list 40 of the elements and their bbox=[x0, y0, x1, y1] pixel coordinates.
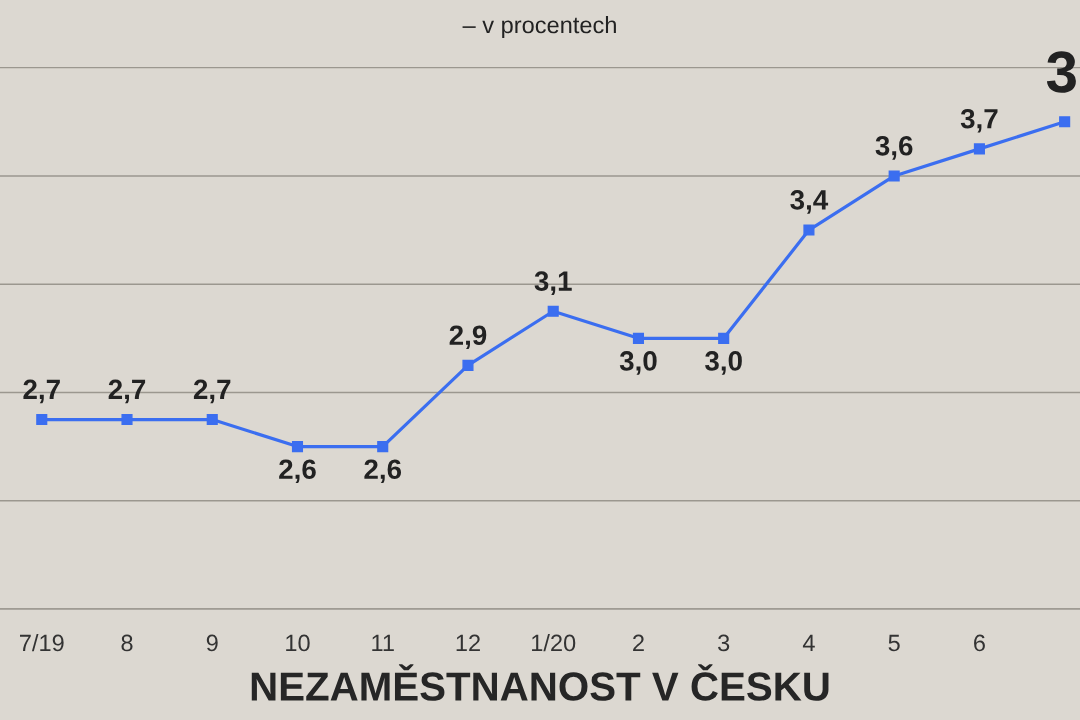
text: NEZAMĚSTNANOST V ČESKU bbox=[251, 664, 829, 701]
x-tick-label: 1/20 bbox=[532, 634, 576, 652]
x-tick-label: 5 bbox=[888, 634, 900, 652]
point bbox=[973, 143, 985, 155]
x-tick-label: 10 bbox=[286, 634, 310, 652]
point bbox=[36, 413, 48, 426]
data-label: 3,0 bbox=[705, 351, 742, 375]
x-tick-label: 2 bbox=[633, 634, 644, 652]
point bbox=[462, 359, 474, 371]
data-label: 2,7 bbox=[108, 379, 146, 404]
point bbox=[377, 441, 389, 453]
data-label: 3,6 bbox=[875, 135, 913, 160]
annotation: 3 bbox=[1046, 51, 1076, 93]
text: – v procentech bbox=[462, 16, 616, 38]
x-tick-label: 12 bbox=[456, 634, 480, 652]
data-label: 2,6 bbox=[364, 459, 402, 484]
point bbox=[632, 332, 645, 344]
data-label: 3,0 bbox=[619, 351, 657, 375]
point bbox=[1059, 116, 1071, 128]
x-tick-label: 9 bbox=[206, 634, 218, 652]
point bbox=[718, 332, 730, 344]
x-tick-label: 8 bbox=[121, 634, 133, 652]
x-tick-label: 6 bbox=[974, 634, 985, 652]
point bbox=[291, 441, 304, 453]
point bbox=[803, 224, 815, 236]
data-label: 3,1 bbox=[534, 271, 572, 295]
point bbox=[121, 413, 133, 426]
x-tick-label: 11 bbox=[372, 634, 394, 652]
x-tick-label: 3 bbox=[718, 634, 730, 652]
x-tick-label: 7/19 bbox=[20, 634, 64, 652]
point bbox=[547, 305, 559, 317]
data-label: 3,4 bbox=[790, 190, 829, 214]
data-label: 2,7 bbox=[23, 379, 60, 404]
data-label: 2,6 bbox=[279, 459, 316, 484]
point bbox=[206, 413, 218, 426]
x-tick-label: 4 bbox=[802, 634, 815, 652]
data-label: 2,7 bbox=[193, 379, 231, 404]
point bbox=[888, 170, 900, 182]
data-label: 3,7 bbox=[960, 108, 998, 133]
data-label: 2,9 bbox=[449, 325, 487, 350]
